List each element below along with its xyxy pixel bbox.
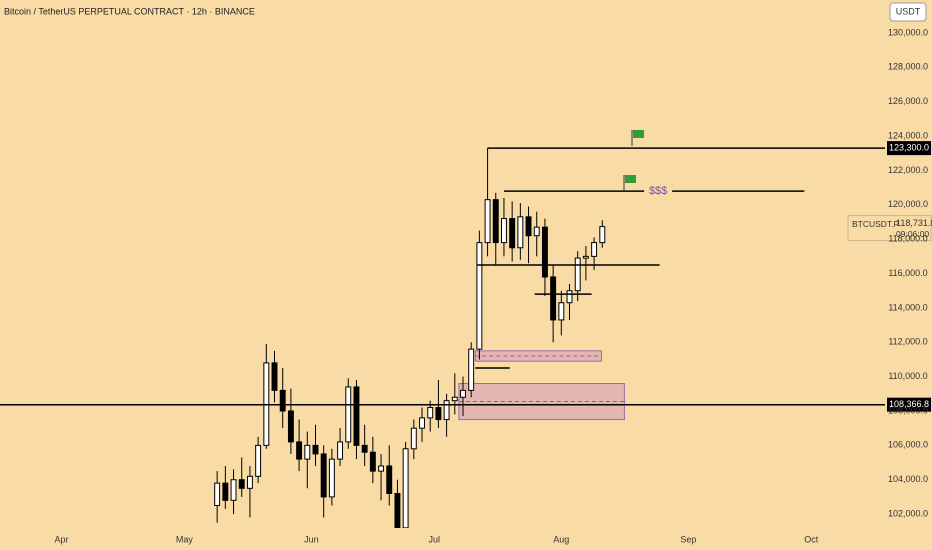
y-tick-label: 110,000.0	[888, 371, 927, 381]
candle-body	[410, 427, 417, 450]
candle-body	[550, 276, 557, 321]
candle-body	[460, 389, 466, 398]
candle-body	[566, 290, 573, 304]
x-tick-label: Jul	[429, 534, 441, 544]
candle-body	[296, 441, 303, 460]
price-label: 108,366.8	[889, 399, 929, 409]
flag	[631, 130, 644, 146]
candle-body	[369, 451, 376, 472]
x-tick-label: May	[176, 534, 194, 544]
currency: USDT	[896, 6, 921, 16]
y-tick-label: 118,000.0	[888, 234, 927, 244]
chart-title: Bitcoin / TetherUS PERPETUAL CONTRACT · …	[4, 6, 255, 16]
candle-body	[599, 226, 606, 244]
y-tick-label: 128,000.0	[888, 62, 928, 72]
y-tick-label: 130,000.0	[888, 27, 928, 37]
candle-body	[419, 417, 425, 429]
candle-body	[214, 482, 221, 506]
price-label-bg	[887, 141, 931, 156]
candle-body	[517, 216, 524, 249]
flag	[623, 175, 636, 191]
candle-body	[337, 441, 344, 460]
zone	[458, 383, 625, 421]
candle-body	[255, 444, 262, 477]
price-label: 123,300.0	[889, 142, 929, 152]
candle-body	[451, 396, 458, 402]
candle-body	[509, 218, 516, 249]
overlay: 123,300.0 108,366.8 BTCUSDT.P118,731.809:0…	[847, 141, 932, 412]
x-tick-label: Aug	[553, 534, 569, 544]
level-label: $$$	[649, 185, 667, 197]
candle-body	[468, 348, 475, 391]
candle-body	[312, 444, 319, 455]
y-tick-label: 108,000.0	[888, 405, 928, 415]
y-tick-label: 102,000.0	[888, 508, 928, 518]
y-tick-label: 122,000.0	[888, 165, 928, 175]
candle-body	[222, 482, 229, 501]
candle-body	[435, 407, 442, 421]
candle-body	[353, 386, 360, 446]
last-price: 118,731.8	[896, 218, 932, 228]
candle-body	[271, 362, 278, 391]
candle-body	[582, 255, 589, 259]
price-label-bg	[887, 397, 931, 412]
candle-body	[427, 407, 434, 419]
y-tick-label: 124,000.0	[888, 130, 928, 140]
y-tick-label: 116,000.0	[888, 268, 927, 278]
y-tick-label: 114,000.0	[888, 302, 927, 312]
candle-body	[246, 475, 253, 489]
candle-body	[476, 242, 483, 350]
candle-body	[345, 386, 352, 443]
candle-body	[304, 444, 311, 460]
candle-body	[279, 389, 286, 412]
y-tick-label: 112,000.0	[888, 337, 927, 347]
y-tick-label: 126,000.0	[888, 96, 928, 106]
candle-body	[574, 257, 581, 292]
candle-body	[320, 453, 327, 498]
candle-body	[230, 479, 237, 501]
candle-body	[328, 458, 335, 498]
candle-body	[402, 448, 409, 528]
x-tick-label: Apr	[54, 534, 68, 544]
candle-body	[533, 226, 540, 237]
x-tick-label: Oct	[804, 534, 819, 544]
y-tick-label: 106,000.0	[888, 440, 928, 450]
candle-body	[378, 465, 385, 472]
level-label-bg	[644, 184, 673, 199]
x-tick-label: Jun	[304, 534, 319, 544]
candle-body	[558, 302, 565, 321]
candle-body	[287, 410, 294, 443]
candle-body	[238, 479, 245, 489]
candle-body	[492, 199, 499, 244]
plot-area: $$$	[0, 147, 885, 528]
candle-body	[394, 492, 401, 528]
last-price-bg	[847, 215, 932, 242]
candle-body	[525, 216, 532, 237]
y-tick-label: 104,000.0	[888, 474, 928, 484]
candle-body	[361, 444, 368, 453]
symbol-label: BTCUSDT.P	[852, 219, 900, 229]
countdown: 09:06:00	[896, 229, 929, 239]
candle-body	[484, 199, 491, 244]
candle-body	[501, 218, 507, 244]
currency-box	[889, 2, 927, 22]
candle-body	[386, 465, 393, 494]
y-tick-label: 120,000.0	[888, 199, 928, 209]
candle-body	[541, 226, 548, 278]
candle-body	[443, 400, 450, 421]
candle-body	[591, 242, 598, 257]
x-tick-label: Sep	[680, 534, 696, 544]
